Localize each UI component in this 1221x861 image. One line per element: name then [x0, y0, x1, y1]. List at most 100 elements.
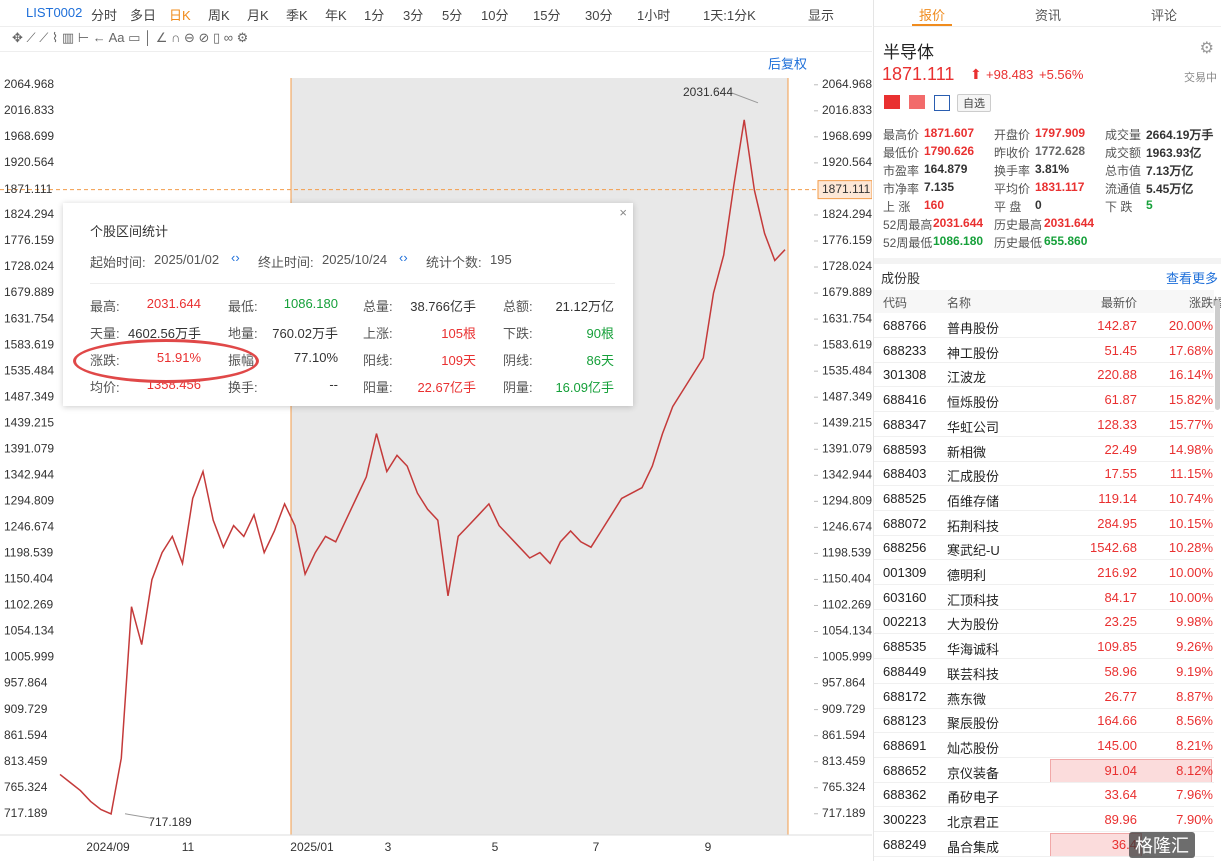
panel-tab[interactable]: 评论 — [1150, 8, 1177, 23]
period-tab[interactable]: 5分 — [442, 8, 463, 23]
panel-tab[interactable]: 资讯 — [1034, 8, 1061, 23]
table-cell: 23.25 — [1104, 614, 1137, 630]
more-link[interactable]: 查看更多 — [1165, 271, 1218, 286]
table-cell: 688449 — [883, 663, 927, 679]
table-cell: 京仪装备 — [947, 765, 1000, 781]
period-tab[interactable]: 3分 — [403, 8, 424, 23]
y-tick-label: 1824.294 — [4, 207, 54, 221]
quote-value: 1871.607 — [924, 126, 975, 140]
y-tick-label: 717.189 — [822, 806, 866, 820]
symbol[interactable]: LIST0002 — [26, 5, 83, 20]
table-cell: 145.00 — [1097, 737, 1137, 753]
stat-label: 最低: — [228, 299, 258, 314]
period-tab[interactable]: 1分 — [364, 8, 385, 23]
y-tick-label: 1487.349 — [4, 389, 54, 403]
table-cell: 10.28% — [1168, 540, 1213, 556]
stat-value: 760.02万手 — [272, 326, 338, 341]
period-tab[interactable]: 显示 — [808, 8, 835, 23]
quote-value: 1086.180 — [933, 234, 984, 248]
y-tick-label: 957.864 — [822, 676, 866, 690]
quote-label: 昨收价 — [994, 146, 1031, 160]
row-divider — [874, 435, 1214, 437]
y-tick-label: 1535.484 — [822, 363, 872, 377]
stat-value: 4602.56万手 — [128, 326, 201, 341]
y-tick-label: 1246.674 — [822, 520, 872, 534]
y-tick-label: 1342.944 — [4, 467, 54, 481]
stat-label: 地量: — [228, 326, 258, 341]
watch-button[interactable]: 自选 — [957, 94, 991, 112]
table-cell: 001309 — [883, 565, 927, 580]
quote-value: 164.879 — [924, 162, 968, 176]
row-divider — [874, 337, 1214, 338]
table-cell: 9.19% — [1176, 663, 1213, 679]
table-cell: 德明利 — [947, 568, 987, 583]
y-tick-label: 909.729 — [4, 702, 48, 716]
row-divider — [874, 855, 1214, 857]
table-cell: 84.17 — [1104, 589, 1137, 605]
stat-value: 1086.180 — [283, 296, 338, 311]
table-cell: 8.21% — [1176, 737, 1213, 753]
y-tick-label: 813.459 — [4, 754, 48, 768]
period-tab[interactable]: 周K — [208, 8, 230, 23]
table-header: 名称 — [947, 296, 972, 310]
period-tab[interactable]: 日K — [169, 8, 191, 23]
section-bar — [874, 258, 1221, 264]
table-cell: 8.12% — [1176, 762, 1213, 778]
range-arrows[interactable]: ‹› — [231, 250, 240, 265]
table-cell: 大为股份 — [947, 617, 1000, 633]
table-cell: 11.15% — [1169, 466, 1213, 482]
table-cell: 华海诚科 — [947, 642, 1000, 658]
stat-value: 86天 — [586, 353, 614, 368]
stat-value: 90根 — [586, 326, 614, 341]
change: +98.483 — [986, 67, 1034, 82]
period-tab[interactable]: 15分 — [533, 8, 561, 23]
table-cell: 10.00% — [1168, 565, 1213, 580]
table-cell: 688403 — [883, 466, 927, 482]
quote-label: 上 涨 — [883, 200, 911, 214]
period-tab[interactable]: 1小时 — [637, 8, 671, 23]
stat-label: 阳量: — [363, 380, 393, 395]
y-tick-label: 1728.024 — [822, 259, 872, 273]
stat-label: 阴量: — [503, 380, 533, 395]
period-tab[interactable]: 季K — [286, 8, 308, 23]
period-tab[interactable]: 年K — [325, 8, 347, 23]
selected-range — [291, 78, 788, 835]
last-price-box — [817, 180, 872, 200]
y-tick-label: 1342.944 — [822, 467, 872, 481]
max-pointer — [731, 92, 759, 104]
table-cell: 北京君正 — [947, 815, 1000, 830]
y-tick-label: 1535.484 — [4, 363, 54, 377]
period-tab[interactable]: 分时 — [91, 8, 118, 23]
y-tick-label: 765.324 — [822, 780, 866, 794]
stat-label: 总额: — [503, 299, 533, 314]
quote-label: 历史最低 — [994, 236, 1043, 250]
quote-value: 5 — [1146, 198, 1153, 212]
y-tick-label: 1583.619 — [4, 337, 54, 351]
quote-label: 平均价 — [994, 182, 1031, 196]
table-cell: 汇顶科技 — [947, 592, 1000, 608]
table-cell: 220.88 — [1097, 367, 1137, 383]
y-tick-label: 1005.999 — [4, 650, 54, 664]
period-tab[interactable]: 月K — [247, 8, 269, 23]
y-tick-label: 1102.269 — [4, 598, 53, 612]
stat-value: 22.67亿手 — [417, 380, 476, 395]
period-tab[interactable]: 1天:1分K — [703, 8, 756, 23]
quote-value: 1963.93亿 — [1146, 146, 1202, 160]
table-cell: 51.45 — [1104, 342, 1137, 358]
table-cell: 江波龙 — [947, 370, 987, 386]
range-arrows[interactable]: ‹› — [399, 250, 408, 265]
y-tick-label: 1391.079 — [822, 441, 872, 455]
period-tab[interactable]: 多日 — [130, 8, 157, 23]
table-cell: 15.77% — [1168, 416, 1213, 432]
table-cell: 142.87 — [1097, 318, 1137, 333]
y-tick-label: 1054.134 — [4, 624, 54, 638]
range-field: 195 — [490, 252, 512, 267]
table-cell: 688072 — [883, 515, 927, 531]
close-button[interactable]: × — [619, 205, 627, 220]
settings-icon[interactable]: ⚙ — [1199, 40, 1214, 57]
panel-tab[interactable]: 报价 — [918, 8, 945, 23]
period-tab[interactable]: 30分 — [585, 8, 613, 23]
table-cell: 688535 — [883, 639, 927, 655]
period-tab[interactable]: 10分 — [481, 8, 509, 23]
